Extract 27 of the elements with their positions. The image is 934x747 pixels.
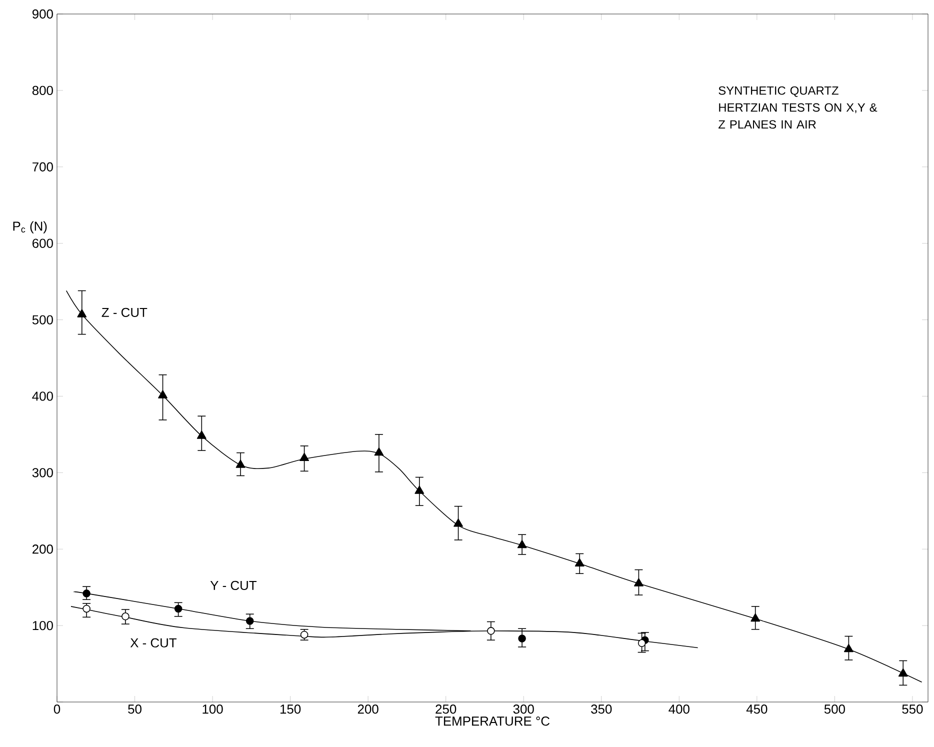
x-tick-label: 300: [513, 704, 534, 714]
y-tick-label: 200: [32, 544, 53, 554]
y-axis-title: P$_{c}$ (N): [13, 221, 47, 234]
x-tick-label: 550: [902, 704, 923, 714]
y-tick-label: 900: [32, 9, 53, 19]
x-tick-label: 500: [824, 704, 845, 714]
y-tick-label: 300: [32, 468, 53, 478]
series-label: Z - CUT: [102, 308, 148, 318]
x-tick-label: 450: [746, 704, 768, 714]
y-tick-label: 800: [32, 86, 53, 96]
text: SYNTHETIC QUARTZ HERTZIAN TESTS ON X,Y & Z PLANES IN AIR: [718, 86, 878, 129]
y-tick-label: 600: [32, 238, 53, 248]
x-tick-label: 50: [128, 704, 142, 714]
x-tick-label: 200: [358, 704, 378, 714]
x-tick-label: 150: [280, 704, 301, 714]
text: Y - CUT: [210, 580, 257, 590]
x-tick-label: 400: [668, 704, 690, 714]
x-tick-label: 250: [436, 704, 456, 714]
y-tick-label: 100: [32, 620, 53, 630]
y-tick-label: 400: [32, 392, 53, 401]
series-label: X - CUT: [130, 638, 177, 648]
x-tick-label: 0: [54, 704, 60, 714]
y-tick-label: 700: [32, 162, 53, 172]
x-tick-label: 350: [591, 704, 612, 714]
x-tick-label: 100: [202, 704, 223, 714]
y-tick-label: 500: [32, 315, 53, 324]
x-axis-title: TEMPERATURE °C: [435, 716, 550, 726]
